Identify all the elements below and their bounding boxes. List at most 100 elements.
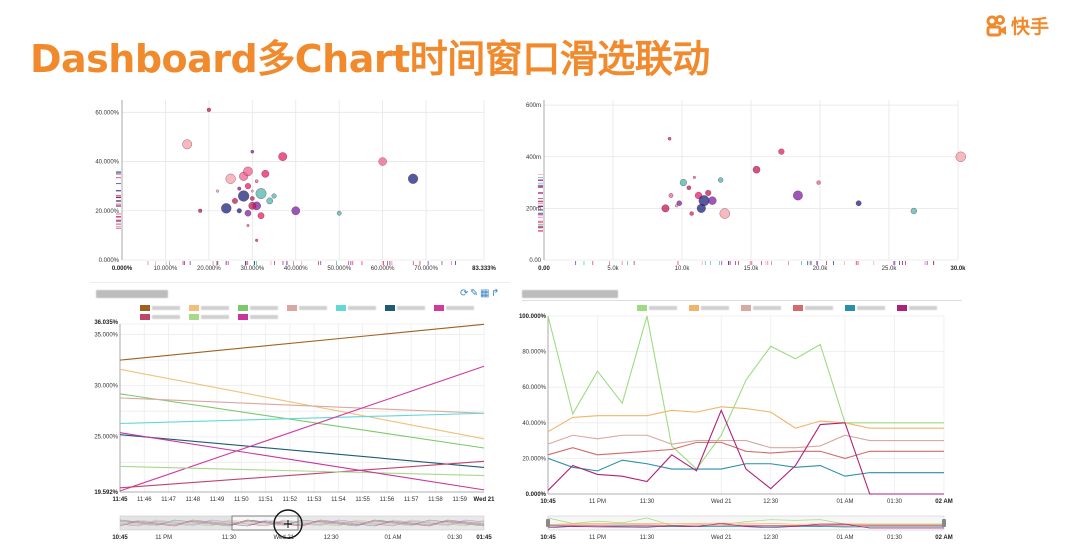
x-tick-label: 11:49 bbox=[210, 497, 225, 503]
series-line bbox=[547, 434, 944, 449]
brush-mask-right bbox=[298, 516, 484, 530]
y-tick-label: 35.000% bbox=[94, 333, 118, 339]
scatter-point bbox=[291, 206, 301, 216]
legend-item[interactable] bbox=[637, 305, 685, 311]
brush-tick-label: 01:30 bbox=[447, 535, 463, 541]
x-tick-label: 11:50 bbox=[234, 497, 249, 503]
legend-label-blurred bbox=[857, 306, 885, 310]
x-tick-label: 01 AM bbox=[836, 499, 853, 505]
legend-item[interactable] bbox=[385, 305, 430, 311]
legend-label-blurred bbox=[250, 315, 278, 319]
legend-swatch bbox=[189, 314, 199, 320]
line-right-svg: 100.000% 80.000% 60.000% 40.000% 20.000% 0.00… bbox=[519, 314, 953, 541]
legend-swatch bbox=[336, 305, 346, 311]
x-tick-label: 40.000% bbox=[284, 266, 308, 272]
y-tick-label: 0.000% bbox=[526, 492, 547, 498]
scatter-point bbox=[696, 203, 706, 213]
legend-label-blurred bbox=[909, 306, 937, 310]
scatter-point bbox=[336, 210, 342, 216]
card-title-blurred bbox=[96, 290, 168, 298]
card-title-blurred-right bbox=[522, 290, 618, 298]
edit-icon[interactable]: ✎ bbox=[470, 288, 479, 299]
x-tick-label: 11:45 bbox=[112, 497, 128, 503]
legend-label-blurred bbox=[701, 306, 729, 310]
series-line bbox=[547, 441, 944, 459]
brush-tick-label: Wed 21 bbox=[274, 535, 295, 541]
scatter-point bbox=[221, 203, 232, 214]
brush-tick-label: 12:30 bbox=[324, 535, 340, 541]
y-tick-label: 80.000% bbox=[522, 350, 546, 356]
brush-tick-label: 01:30 bbox=[887, 535, 903, 541]
x-tick-label: 11:57 bbox=[404, 497, 419, 503]
table-icon[interactable]: ▦ bbox=[480, 288, 490, 299]
legend-swatch bbox=[189, 305, 199, 311]
y-tick-label: 25.000% bbox=[94, 435, 118, 441]
legend-item[interactable] bbox=[140, 314, 185, 320]
legend-item[interactable] bbox=[434, 305, 479, 311]
x-tick-label: 11:52 bbox=[283, 497, 298, 503]
legend-item[interactable] bbox=[189, 305, 234, 311]
share-icon[interactable]: ↱ bbox=[491, 288, 500, 299]
scatter-point bbox=[667, 137, 672, 141]
x-tick-label: 11:53 bbox=[307, 497, 322, 503]
x-tick-label: 11:54 bbox=[331, 497, 346, 503]
y-tick-label: 200m bbox=[526, 206, 541, 212]
legend-swatch bbox=[434, 305, 444, 311]
series-line bbox=[547, 315, 944, 470]
y-tick-label: 400m bbox=[526, 155, 541, 161]
scatter-point bbox=[244, 210, 252, 217]
legend-item[interactable] bbox=[845, 305, 893, 311]
legend-item[interactable] bbox=[793, 305, 841, 311]
legend-swatch bbox=[845, 305, 855, 311]
scatter-point bbox=[255, 188, 267, 199]
x-tick-label: 11:46 bbox=[137, 497, 152, 503]
legend-label-blurred bbox=[299, 306, 327, 310]
legend-item[interactable] bbox=[140, 305, 185, 311]
legend-item[interactable] bbox=[238, 314, 283, 320]
brush-mini-line bbox=[547, 524, 944, 526]
scatter-point bbox=[692, 175, 696, 179]
brush-tick-label: Wed 21 bbox=[711, 535, 732, 541]
legend-item[interactable] bbox=[189, 314, 234, 320]
x-tick-label: 11:55 bbox=[355, 497, 370, 503]
legend-item[interactable] bbox=[741, 305, 789, 311]
brush-handle-left[interactable] bbox=[546, 519, 550, 527]
legend-swatch bbox=[238, 305, 248, 311]
scatter-point bbox=[752, 165, 761, 174]
x-tick-label: Wed 21 bbox=[474, 497, 496, 503]
x-tick-label: 50.000% bbox=[327, 266, 351, 272]
y-tick-label: 36.035% bbox=[94, 320, 118, 326]
legend-swatch bbox=[741, 305, 751, 311]
scatter-chart-left: 60.000% 40.000% 20.000% 0.000% 0.000% 10.000%… bbox=[90, 88, 510, 274]
series-line bbox=[119, 393, 485, 449]
scatter-point bbox=[689, 211, 694, 216]
brush-selection-window[interactable] bbox=[231, 515, 299, 531]
scatter-point bbox=[955, 151, 966, 162]
series-line bbox=[119, 434, 485, 468]
scatter-point bbox=[719, 208, 730, 219]
series-line bbox=[119, 432, 485, 491]
scatter-point bbox=[250, 189, 254, 193]
legend-item[interactable] bbox=[238, 305, 283, 311]
scatter-point bbox=[246, 224, 250, 227]
y-tick-label: 100.000% bbox=[519, 314, 547, 320]
legend-swatch bbox=[897, 305, 907, 311]
refresh-icon[interactable]: ⟳ bbox=[460, 288, 469, 299]
legend-item[interactable] bbox=[336, 305, 381, 311]
legend-swatch bbox=[637, 305, 647, 311]
x-tick-label: 11:48 bbox=[186, 497, 201, 503]
legend-item[interactable] bbox=[689, 305, 737, 311]
brush-tick-label: 11:30 bbox=[222, 535, 237, 541]
legend-swatch bbox=[793, 305, 803, 311]
legend-item[interactable] bbox=[897, 305, 945, 311]
x-tick-label: 20.000% bbox=[197, 266, 221, 272]
y-tick-label: 60.000% bbox=[95, 110, 119, 116]
scatter-point bbox=[232, 198, 238, 204]
scatter-point bbox=[238, 190, 250, 202]
brush-handle-right[interactable] bbox=[942, 519, 946, 527]
legend-label-blurred bbox=[201, 315, 229, 319]
x-tick-label: 83.333% bbox=[472, 266, 496, 272]
legend-item[interactable] bbox=[287, 305, 332, 311]
scatter-point bbox=[254, 179, 259, 183]
legend-label-blurred bbox=[152, 306, 180, 310]
